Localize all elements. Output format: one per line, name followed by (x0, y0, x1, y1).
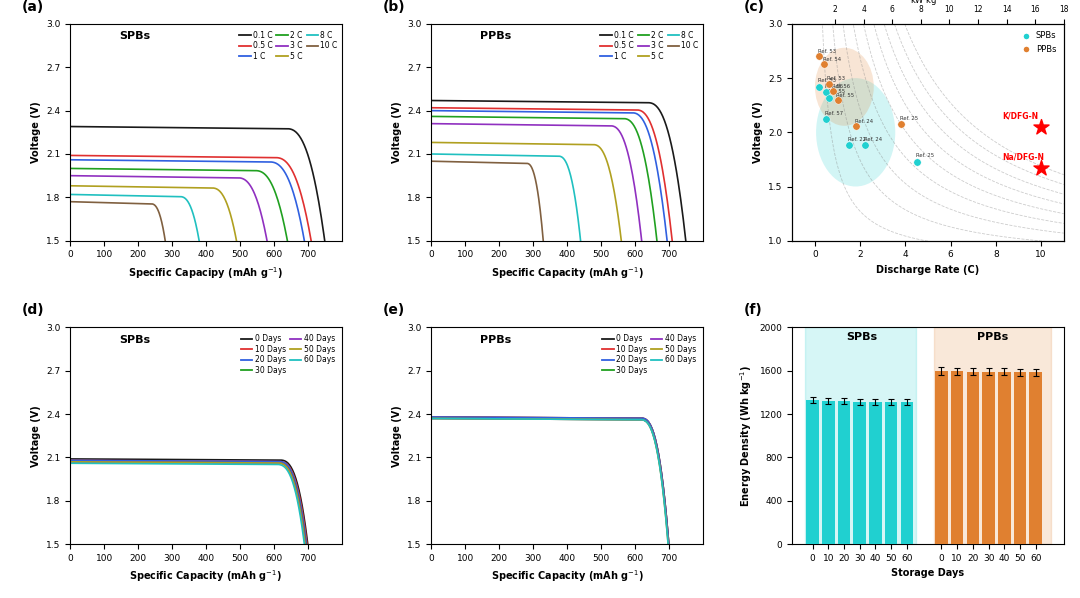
X-axis label: Specific Capacity (mAh g$^{-1}$): Specific Capacity (mAh g$^{-1}$) (490, 265, 644, 281)
Y-axis label: Voltage (V): Voltage (V) (753, 102, 762, 163)
Text: Na/DFG-N: Na/DFG-N (1002, 152, 1044, 161)
Text: SPBs: SPBs (119, 334, 150, 344)
Text: (a): (a) (22, 0, 43, 14)
Legend: 0 Days, 10 Days, 20 Days, 30 Days, 40 Days, 50 Days, 60 Days: 0 Days, 10 Days, 20 Days, 30 Days, 40 Da… (238, 331, 338, 378)
Legend: SPBs, PPBs: SPBs, PPBs (1014, 28, 1059, 57)
Point (829, 95, 847, 105)
X-axis label: Specific Capacity (mAh g$^{-1}$): Specific Capacity (mAh g$^{-1}$) (490, 569, 644, 584)
Text: SPBs: SPBs (119, 31, 150, 41)
Text: Ref. 56: Ref. 56 (825, 84, 843, 89)
Y-axis label: Voltage (V): Voltage (V) (30, 102, 41, 163)
Text: Ref. 53: Ref. 53 (819, 49, 836, 54)
Bar (967, 372, 980, 544)
Legend: 0.1 C, 0.5 C, 1 C, 2 C, 3 C, 5 C, 8 C, 10 C: 0.1 C, 0.5 C, 1 C, 2 C, 3 C, 5 C, 8 C, 1… (597, 28, 702, 64)
Ellipse shape (815, 48, 874, 126)
Text: (c): (c) (743, 0, 765, 14)
Text: (f): (f) (743, 303, 762, 318)
Text: PPBs: PPBs (977, 332, 1008, 343)
Text: Ref. 53: Ref. 53 (819, 78, 836, 84)
Legend: 0.1 C, 0.5 C, 1 C, 2 C, 3 C, 5 C, 8 C, 10 C: 0.1 C, 0.5 C, 1 C, 2 C, 3 C, 5 C, 8 C, 1… (237, 28, 340, 64)
Text: Ref. 54: Ref. 54 (823, 57, 841, 62)
Point (847, 121, 864, 130)
Text: Ref. 24: Ref. 24 (864, 137, 881, 142)
X-axis label: Storage Days: Storage Days (891, 569, 964, 578)
Text: PPBs: PPBs (481, 334, 511, 344)
Point (818, 87, 835, 97)
Bar (998, 372, 1011, 544)
Text: Ref. 53: Ref. 53 (827, 77, 846, 81)
Point (840, 141, 858, 150)
Bar (983, 372, 995, 544)
Bar (950, 371, 963, 544)
Point (820, 79, 837, 89)
Point (1032, 122, 1050, 132)
Y-axis label: Voltage (V): Voltage (V) (392, 102, 402, 163)
Text: Ref. 25: Ref. 25 (916, 153, 934, 158)
Bar (935, 371, 948, 544)
Point (824, 86, 841, 96)
Y-axis label: Voltage (V): Voltage (V) (392, 405, 402, 466)
Bar (853, 402, 866, 544)
Text: PPBs: PPBs (481, 31, 511, 41)
Text: Ref. 24: Ref. 24 (854, 118, 873, 124)
Legend: 0 Days, 10 Days, 20 Days, 30 Days, 40 Days, 50 Days, 60 Days: 0 Days, 10 Days, 20 Days, 30 Days, 40 Da… (599, 331, 699, 378)
Point (856, 141, 874, 150)
Y-axis label: Voltage (V): Voltage (V) (30, 405, 41, 466)
Bar (901, 402, 913, 544)
Text: (b): (b) (382, 0, 405, 14)
Text: Ref. 55: Ref. 55 (836, 93, 854, 97)
Bar (807, 400, 819, 544)
Text: (e): (e) (382, 303, 405, 318)
Text: Ref. 25: Ref. 25 (900, 117, 918, 121)
Bar (933, 328, 1052, 544)
X-axis label: Specific Capacity (mAh g$^{-1}$): Specific Capacity (mAh g$^{-1}$) (130, 569, 282, 584)
Bar (822, 401, 835, 544)
Point (1032, 163, 1050, 173)
Point (815, 59, 833, 69)
Bar (805, 328, 916, 544)
Point (908, 157, 926, 166)
Text: Ref. 55: Ref. 55 (827, 89, 846, 94)
X-axis label: Specific Capacipy (mAh g$^{-1}$): Specific Capacipy (mAh g$^{-1}$) (129, 265, 284, 281)
Bar (885, 402, 897, 544)
Point (892, 119, 909, 129)
Y-axis label: Energy Density (Wh kg$^{-1}$): Energy Density (Wh kg$^{-1}$) (739, 365, 754, 507)
X-axis label: Discharge Rate (C): Discharge Rate (C) (877, 265, 980, 275)
Point (820, 93, 837, 102)
Text: SPBs: SPBs (847, 332, 878, 343)
Point (811, 82, 828, 91)
Bar (869, 402, 881, 544)
Point (818, 115, 835, 124)
Text: K/DFG-N: K/DFG-N (1002, 111, 1039, 120)
Bar (1029, 373, 1042, 544)
Point (811, 51, 828, 61)
Text: Ref. 56: Ref. 56 (832, 84, 850, 89)
X-axis label: kW kg$^{-1}$: kW kg$^{-1}$ (910, 0, 946, 8)
Text: Ref. 57: Ref. 57 (825, 111, 843, 116)
Bar (1014, 373, 1026, 544)
Ellipse shape (816, 78, 895, 187)
Bar (838, 401, 850, 544)
Text: (d): (d) (22, 303, 44, 318)
Text: Ref. 22: Ref. 22 (848, 137, 866, 142)
